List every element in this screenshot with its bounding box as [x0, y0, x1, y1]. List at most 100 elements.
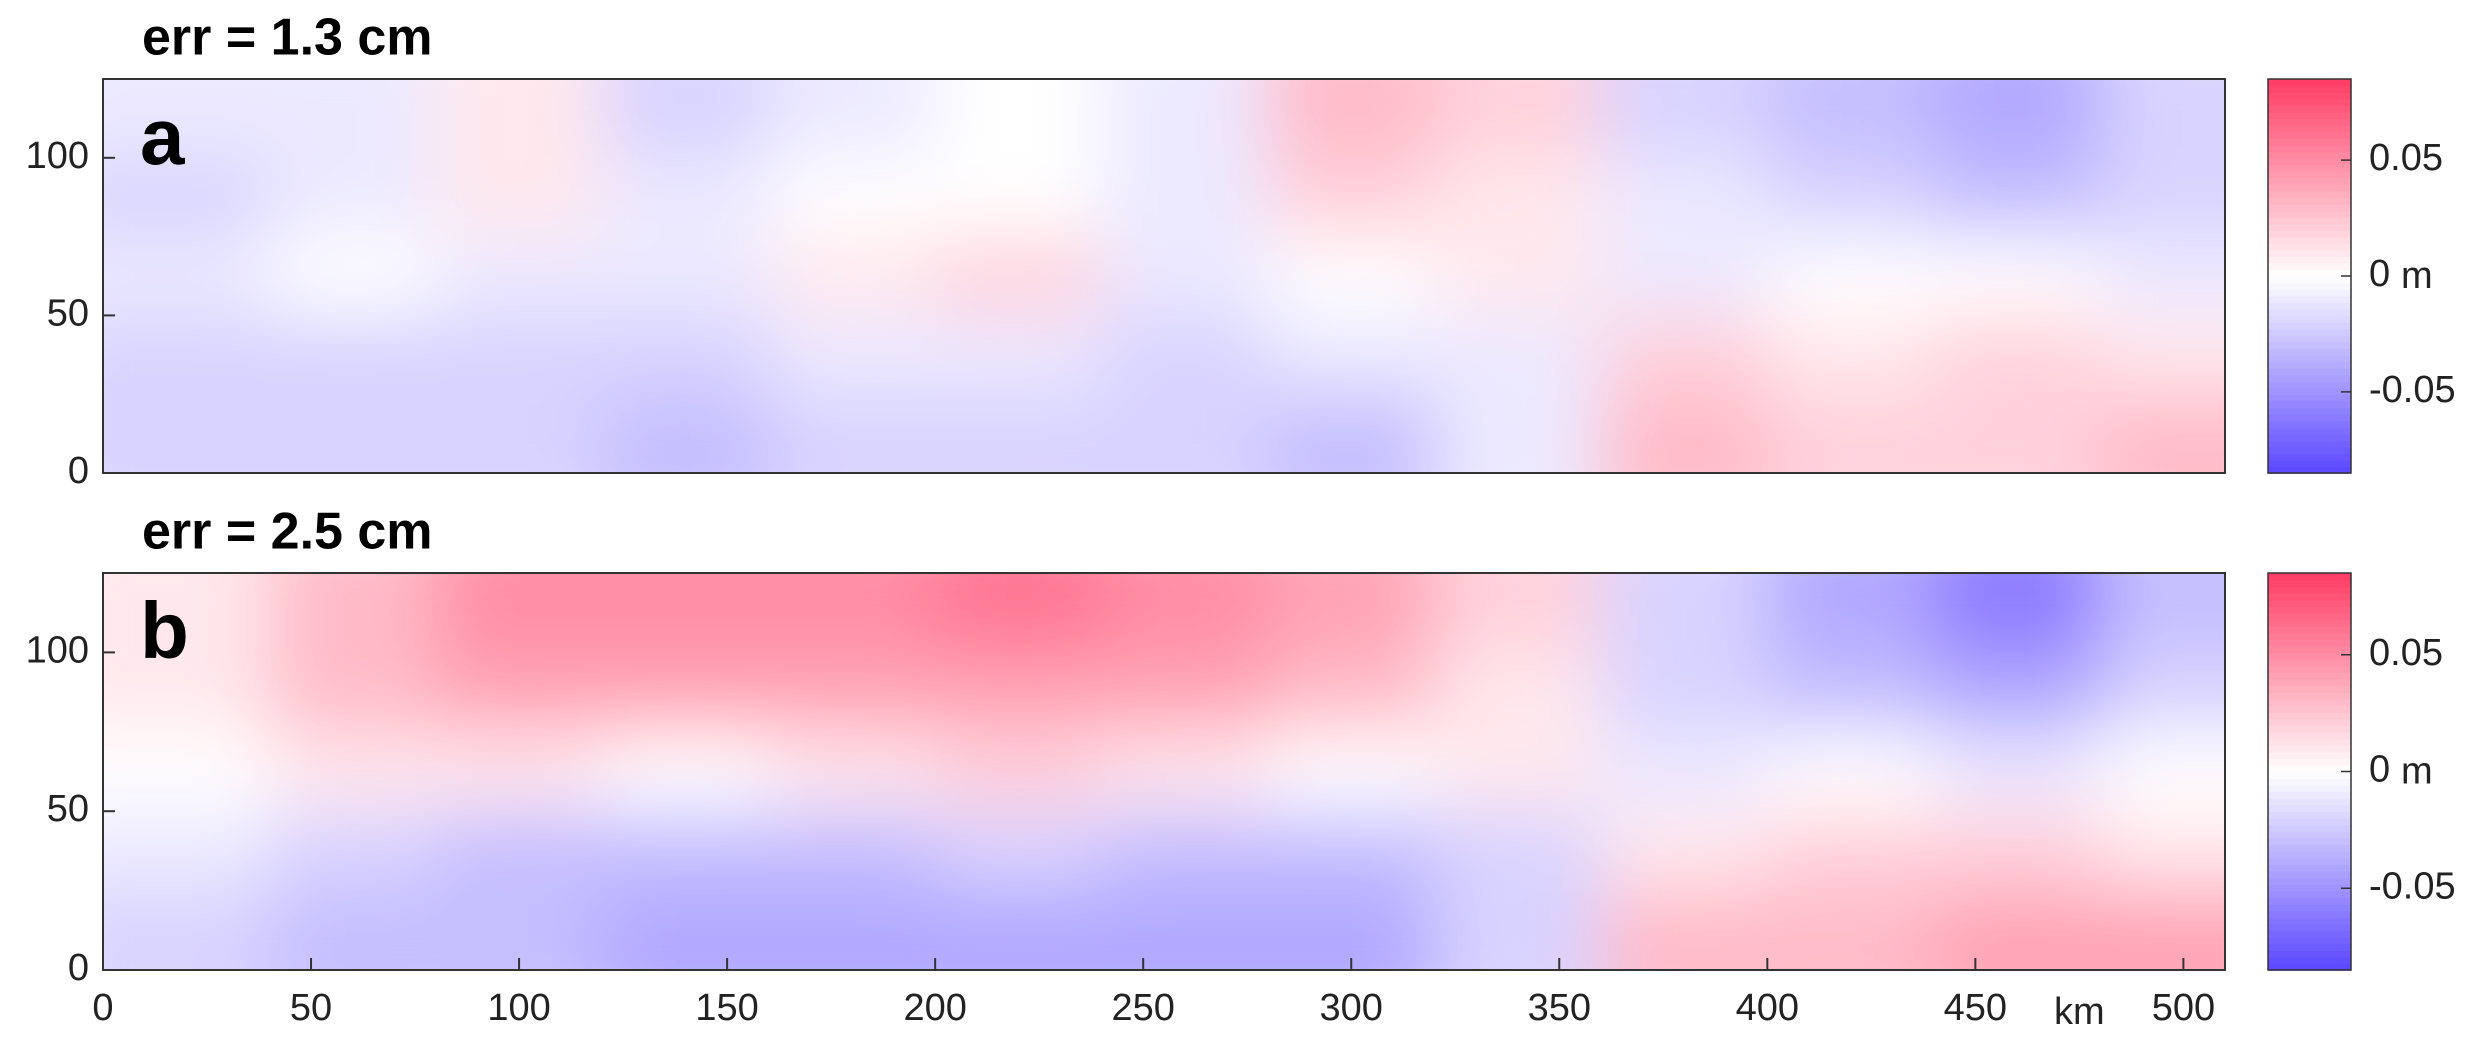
cell [1434, 315, 1602, 396]
colorbar-tick-label: -0.05 [2369, 865, 2456, 907]
cell [269, 236, 437, 317]
x-tick-label: 450 [1944, 987, 2007, 1029]
cell [1268, 236, 1436, 317]
colorbar-swatch [2268, 105, 2351, 113]
colorbar-swatch [2268, 413, 2351, 422]
colorbar-swatch [2268, 857, 2351, 865]
cell [768, 890, 937, 970]
cell [435, 731, 604, 813]
chart-title: err = 2.5 cm [142, 503, 433, 561]
colorbar-swatch [2268, 151, 2351, 159]
cell [1600, 573, 1769, 654]
cell [1767, 79, 1935, 159]
panel-label: a [140, 92, 185, 181]
colorbar-swatch [2268, 963, 2351, 971]
cell [1101, 236, 1270, 317]
colorbar-swatch [2268, 446, 2351, 455]
cell [935, 890, 1103, 970]
cell [103, 811, 271, 892]
cell [103, 79, 271, 159]
cell [269, 394, 437, 473]
colorbar-swatch [2268, 466, 2351, 474]
colorbar-swatch [2268, 692, 2351, 700]
cell [1933, 652, 2102, 733]
plot-area [103, 79, 2225, 473]
cell [768, 315, 937, 396]
colorbar-swatch [2268, 817, 2351, 826]
colorbar-swatch [2268, 725, 2351, 733]
x-tick-label: 300 [1320, 987, 1383, 1029]
cell [2100, 811, 2225, 892]
colorbar-swatch [2268, 592, 2351, 601]
cell [1101, 890, 1270, 970]
colorbar-swatch [2268, 950, 2351, 958]
colorbar-swatch [2268, 230, 2351, 238]
x-tick-label: 100 [487, 987, 550, 1029]
colorbar-swatch [2268, 864, 2351, 872]
cell [1767, 394, 1935, 473]
colorbar-swatch [2268, 289, 2351, 297]
cell [935, 652, 1103, 733]
colorbar-swatch [2268, 579, 2351, 588]
colorbar-swatch [2268, 427, 2351, 435]
cell [435, 79, 604, 159]
colorbar-swatch [2268, 625, 2351, 634]
cell [1767, 236, 1935, 317]
colorbar-swatch [2268, 705, 2351, 713]
colorbar-swatch [2268, 956, 2351, 965]
colorbar-swatch [2268, 930, 2351, 938]
colorbar-swatch [2268, 210, 2351, 218]
y-tick-label: 0 [68, 947, 89, 989]
cell [935, 79, 1103, 159]
x-tick-label: 250 [1111, 987, 1174, 1029]
cell [2100, 157, 2225, 238]
colorbar-swatch [2268, 236, 2351, 244]
cell [1600, 79, 1769, 159]
colorbar-swatch [2268, 433, 2351, 441]
cell [1767, 157, 1935, 238]
cell [768, 394, 937, 473]
cell [1600, 652, 1769, 733]
cell [768, 811, 937, 892]
colorbar-swatch [2268, 367, 2351, 376]
colorbar-swatch [2268, 936, 2351, 945]
colorbar-swatch [2268, 98, 2351, 107]
colorbar-swatch [2268, 751, 2351, 760]
colorbar-swatch [2268, 177, 2351, 185]
colorbar-swatch [2268, 804, 2351, 812]
cell [1933, 157, 2102, 238]
colorbar-swatch [2268, 665, 2351, 674]
colorbar-swatch [2268, 652, 2351, 660]
colorbar-swatch [2268, 85, 2351, 93]
cell [103, 731, 271, 813]
colorbar-swatch [2268, 381, 2351, 389]
cell [1600, 236, 1769, 317]
cell [1600, 157, 1769, 238]
colorbar-swatch [2268, 164, 2351, 172]
cell [602, 811, 770, 892]
cell [2100, 652, 2225, 733]
colorbar-swatch [2268, 216, 2351, 225]
cell [269, 157, 437, 238]
cell [1101, 811, 1270, 892]
colorbar-swatch [2268, 282, 2351, 290]
cell [1101, 652, 1270, 733]
cell [935, 731, 1103, 813]
cell [602, 890, 770, 970]
cell [1268, 157, 1436, 238]
cell [1434, 890, 1602, 970]
cell [435, 573, 604, 654]
colorbar-swatch [2268, 203, 2351, 212]
colorbar-swatch [2268, 459, 2351, 468]
colorbar-swatch [2268, 400, 2351, 409]
colorbar-swatch [2268, 698, 2351, 707]
cell [935, 394, 1103, 473]
y-tick-label: 50 [47, 788, 89, 830]
panel-label: b [140, 586, 189, 675]
cell [1600, 394, 1769, 473]
colorbar-swatch [2268, 811, 2351, 819]
field [103, 573, 2225, 970]
colorbar-swatch [2268, 453, 2351, 461]
cell [1767, 573, 1935, 654]
colorbar-swatch [2268, 599, 2351, 607]
